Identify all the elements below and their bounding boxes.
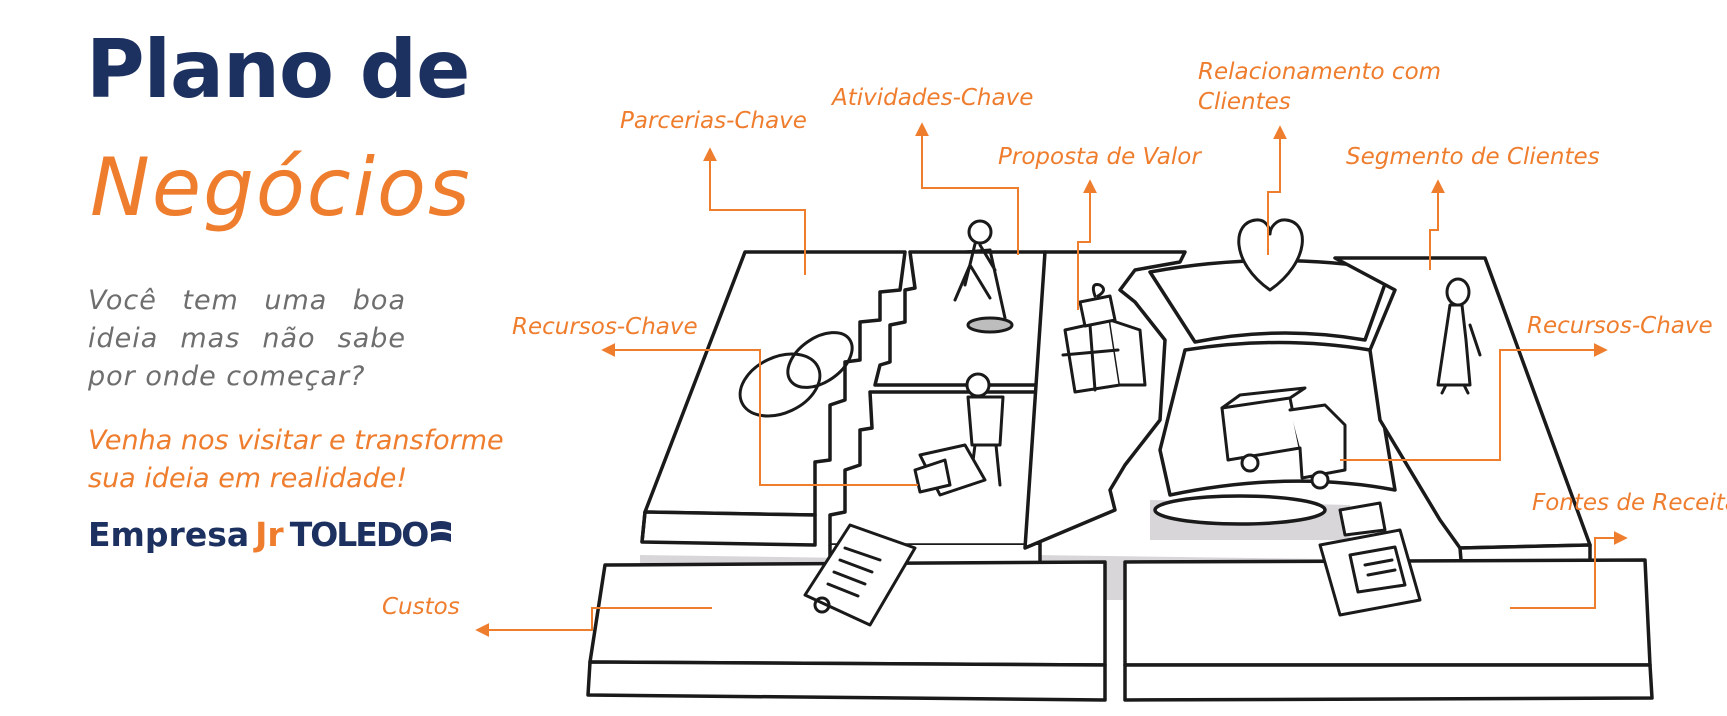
title-line-1: Plano de [86, 23, 470, 116]
label-segmento-clientes: Segmento de Clientes [1346, 144, 1600, 170]
cash-register-icon [1318, 501, 1422, 617]
label-atividades-chave: Atividades-Chave [830, 85, 1033, 111]
worker-shovel-icon [953, 219, 1014, 334]
logo-jr: Jr [255, 514, 284, 554]
block-proposta [1023, 250, 1187, 550]
label-relacionamento-line1: Relacionamento com [1198, 59, 1441, 85]
label-proposta-valor: Proposta de Valor [998, 144, 1202, 170]
logo-emblem-icon [431, 521, 452, 542]
truck-icon [1220, 386, 1347, 490]
company-logo: Empresa Jr TOLEDO [88, 512, 453, 556]
gift-boxes-icon [1061, 283, 1147, 394]
label-relacionamento-line2: Clientes [1198, 89, 1291, 115]
label-recursos-chave-left: Recursos-Chave [512, 314, 698, 340]
invoice-icon [803, 523, 917, 627]
canvas-board [586, 250, 1654, 702]
label-custos: Custos [382, 594, 460, 620]
connector-lines [475, 122, 1628, 637]
worker-boxes-icon [913, 372, 1005, 497]
heart-icon [1237, 218, 1304, 292]
block-segmento [1333, 256, 1592, 550]
label-fontes-receita: Fontes de Receita [1532, 490, 1727, 516]
label-recursos-chave-right: Recursos-Chave [1527, 313, 1713, 339]
label-parcerias-chave: Parcerias-Chave [620, 108, 807, 134]
intro-question: Você tem uma boa ideia mas não sabe por … [88, 285, 406, 392]
title-line-2: Negócios [90, 141, 472, 234]
logo-toledo: TOLEDO [289, 514, 430, 554]
person-icon [1436, 277, 1482, 395]
call-to-action: Venha nos visitar e transforme sua ideia… [88, 425, 504, 494]
logo-empresa: Empresa [88, 514, 250, 554]
